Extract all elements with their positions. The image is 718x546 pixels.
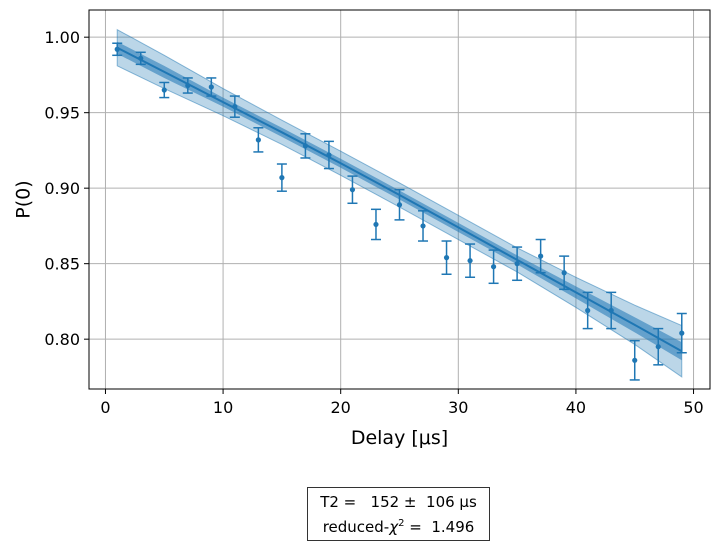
y-axis-ticks: 0.80 0.85 0.90 0.95 1.00 (44, 28, 89, 349)
x-tick-label: 50 (683, 398, 703, 417)
y-tick-label: 0.80 (44, 330, 80, 349)
y-tick-label: 0.85 (44, 255, 80, 274)
fit-report-box: T2 = 152 ± 106 μs reduced-χ2 = 1.496 (307, 487, 490, 541)
fit-report-t2: T2 = 152 ± 106 μs (320, 493, 477, 511)
data-point (608, 307, 614, 314)
fit-band-inner (117, 41, 682, 361)
data-point (420, 223, 426, 229)
y-tick-label: 1.00 (44, 28, 80, 47)
data-point (279, 175, 285, 181)
y-tick-label: 0.95 (44, 104, 80, 123)
y-tick-label: 0.90 (44, 179, 80, 198)
data-point (561, 270, 567, 276)
data-point (443, 255, 450, 261)
data-point (138, 55, 144, 61)
data-point (490, 264, 497, 270)
y-axis-label: P(0) (13, 180, 35, 218)
data-point (679, 330, 685, 336)
data-point (396, 202, 403, 208)
data-point (514, 261, 520, 267)
data-point (161, 87, 167, 93)
data-point (208, 84, 214, 90)
x-tick-label: 10 (213, 398, 233, 417)
x-axis-ticks: 0 10 20 30 40 50 (100, 389, 704, 417)
data-point (632, 357, 638, 363)
data-point (185, 82, 191, 89)
fit-report-chi2-value: = 1.496 (404, 518, 475, 536)
data-points (114, 46, 685, 363)
data-point (326, 152, 332, 158)
x-tick-label: 0 (100, 398, 110, 417)
data-point (302, 143, 309, 149)
data-point (255, 137, 261, 143)
x-tick-label: 20 (331, 398, 351, 417)
data-point (349, 187, 356, 193)
fit-report-chi2-prefix: reduced- (322, 518, 390, 536)
x-tick-label: 30 (448, 398, 468, 417)
data-point (232, 104, 238, 110)
grid-lines (89, 10, 710, 389)
data-point (373, 221, 379, 228)
x-axis-label: Delay [μs] (351, 427, 448, 449)
fit-report-chi2: reduced-χ2 = 1.496 (308, 513, 489, 538)
fit-report-chi-symbol: χ (389, 518, 399, 536)
data-point (467, 258, 473, 264)
data-point (585, 307, 591, 314)
plot-frame (88, 9, 711, 390)
data-point (655, 344, 661, 350)
data-point (114, 46, 120, 52)
fit-report-chi-exponent: 2 (398, 518, 405, 529)
x-tick-label: 40 (566, 398, 586, 417)
data-point (538, 253, 544, 259)
